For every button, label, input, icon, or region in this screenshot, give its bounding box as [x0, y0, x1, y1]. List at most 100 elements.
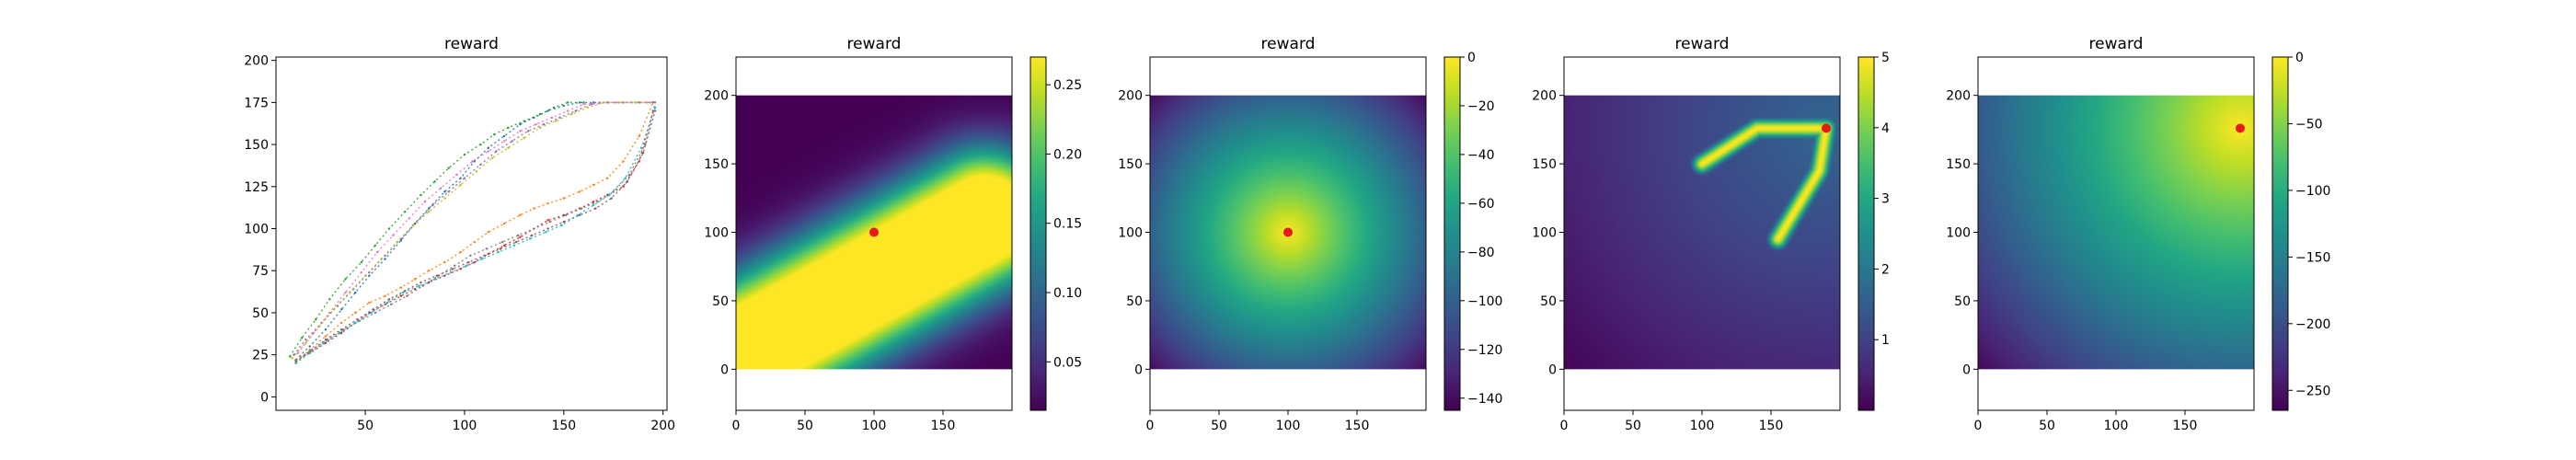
trajectory-point	[638, 160, 640, 163]
trajectory-point	[384, 294, 386, 297]
trajectory-point	[626, 180, 629, 183]
trajectory-point	[570, 112, 573, 116]
trajectory-point	[471, 160, 474, 163]
trajectory-point	[296, 351, 299, 355]
chart-panel-4: 0 50 100 150 0 50 100 150 200 reward 1 2 3 4 5	[1532, 35, 1890, 433]
trajectory-point	[651, 101, 655, 104]
x-tick-label: 100	[1276, 419, 1301, 433]
trajectory-point	[554, 120, 558, 122]
colorbar-tick-label: 1	[1881, 333, 1890, 348]
trajectory-point	[443, 190, 446, 193]
trajectory-point	[543, 122, 546, 126]
trajectory-point	[447, 190, 450, 193]
trajectory-point	[479, 163, 482, 167]
x-tick-label: 100	[862, 419, 887, 433]
trajectory-point	[546, 201, 549, 205]
trajectory-point	[324, 328, 328, 331]
trajectory-point	[499, 247, 501, 250]
trajectory-point	[602, 101, 605, 104]
trajectory-point	[644, 143, 647, 146]
x-tick-label: 150	[1345, 419, 1370, 433]
chart-title: reward	[2089, 35, 2144, 53]
trajectory-line	[289, 101, 584, 357]
y-tick-label: 150	[1946, 157, 1971, 172]
trajectory-point	[358, 319, 361, 323]
trajectory-point	[639, 146, 643, 149]
trajectory-point	[592, 183, 595, 187]
trajectory-point	[399, 286, 403, 289]
trajectory-point	[431, 203, 434, 207]
trajectory-point	[372, 308, 374, 311]
axes-frame	[735, 56, 1013, 411]
trajectory-point	[475, 170, 478, 173]
trajectory-point	[421, 284, 424, 287]
trajectory-point	[360, 270, 362, 274]
trajectory-point	[338, 331, 341, 335]
trajectory-line	[295, 107, 656, 364]
trajectory-point	[546, 219, 549, 222]
trajectory-point	[368, 301, 371, 305]
trajectory-point	[641, 152, 645, 155]
x-tick-label: 100	[453, 419, 477, 433]
colorbar-tick-label: −100	[2295, 184, 2330, 199]
trajectory-point	[443, 274, 446, 277]
trajectory-point	[463, 177, 466, 179]
trajectory-point	[420, 281, 422, 284]
trajectory-point	[310, 348, 314, 351]
colorbar-tick-label: 2	[1881, 262, 1890, 277]
colorbar-tick-label: 3	[1881, 192, 1890, 207]
trajectory-point	[404, 211, 407, 213]
trajectory-point	[528, 237, 532, 240]
trajectory-point	[370, 311, 373, 315]
trajectory-point	[387, 298, 391, 301]
trajectory-point	[497, 250, 500, 254]
trajectory-point	[612, 190, 615, 193]
trajectory-point	[523, 120, 525, 122]
trajectory-point	[459, 250, 462, 254]
trajectory-point	[634, 101, 637, 104]
colorbar-tick-label: −140	[1467, 392, 1502, 407]
trajectory-point	[455, 173, 458, 177]
axes-frame	[1149, 56, 1427, 411]
x-tick-label: 100	[2104, 419, 2129, 433]
trajectory-point	[411, 224, 415, 227]
x-tick-label: 50	[1625, 419, 1641, 433]
x-tick-label: 150	[931, 419, 956, 433]
trajectory-point	[308, 345, 311, 348]
trajectory-point	[392, 234, 395, 237]
colorbar-image	[1030, 57, 1046, 410]
trajectory-point	[328, 298, 331, 301]
trajectory-point	[622, 160, 625, 163]
trajectory-point	[546, 227, 549, 230]
y-tick-label: 100	[1532, 226, 1557, 241]
y-tick-label: 0	[260, 390, 269, 405]
trajectory-point	[308, 348, 311, 351]
trajectory-point	[314, 318, 317, 321]
y-tick-label: 50	[712, 294, 729, 309]
y-tick-label: 100	[1946, 226, 1971, 241]
trajectory-point	[380, 258, 383, 260]
colorbar-tick-label: 0.05	[1053, 355, 1082, 370]
trajectory-point	[502, 244, 506, 247]
trajectory-point	[590, 103, 593, 106]
trajectory-point	[552, 106, 556, 109]
trajectory-point	[562, 104, 566, 108]
trajectory-point	[507, 126, 510, 129]
colorbar-tick-label: −80	[1467, 246, 1495, 260]
trajectory-point	[344, 291, 347, 294]
trajectory-point	[332, 308, 335, 311]
trajectory-point	[490, 156, 494, 159]
chart-panel-2: 0 50 100 150 0 50 100 150 200 reward 0.05 0.10 0.15 0…	[704, 35, 1082, 433]
colorbar-tick-label: −200	[2295, 317, 2330, 332]
trajectory-point	[326, 339, 329, 341]
trajectory-point	[502, 134, 506, 138]
colorbar-tick-label: −120	[1467, 343, 1502, 358]
x-tick-label: 150	[2173, 419, 2198, 433]
trajectory-point	[318, 325, 321, 328]
y-tick-label: 200	[1118, 89, 1143, 104]
trajectory-point	[523, 136, 525, 139]
y-tick-label: 50	[252, 306, 269, 321]
y-tick-label: 150	[1532, 157, 1557, 172]
colorbar-tick-label: −40	[1467, 148, 1495, 163]
trajectory-point	[374, 311, 377, 315]
